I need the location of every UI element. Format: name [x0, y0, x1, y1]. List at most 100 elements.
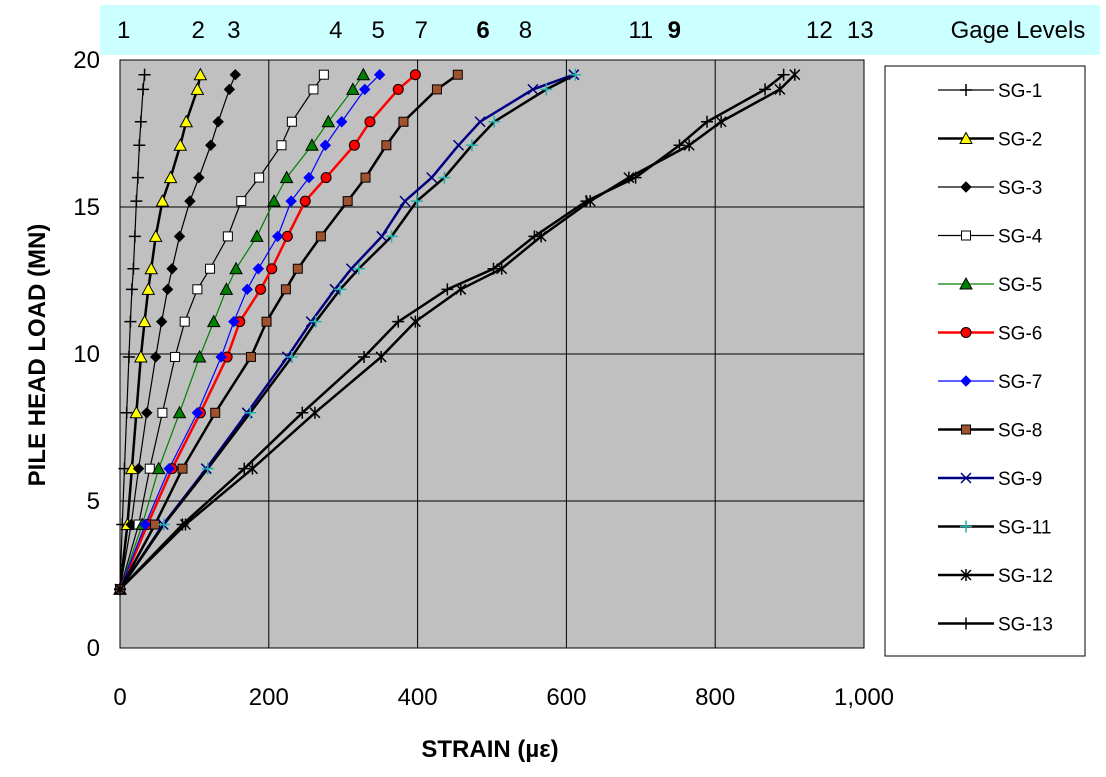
data-point-sg-5: [267, 194, 281, 207]
data-point-sg-6: [320, 172, 332, 184]
data-point-sg-4: [192, 284, 203, 295]
data-point-sg-8: [360, 172, 371, 183]
legend-box: [884, 65, 1086, 657]
data-point-sg-12: [409, 315, 421, 328]
data-point-sg-4: [286, 116, 297, 127]
gage-level-label: 1: [117, 17, 130, 44]
data-point-sg-5: [206, 314, 221, 328]
data-point-sg-2: [133, 349, 148, 363]
gage-levels-band: [100, 5, 1100, 55]
y-tick-label: 5: [87, 488, 100, 515]
y-tick-label: 0: [87, 635, 100, 662]
data-point-sg-6: [364, 116, 376, 128]
data-point-sg-3: [132, 462, 145, 475]
data-point-sg-12: [774, 83, 786, 96]
data-point-sg-11: [569, 68, 582, 81]
data-point-sg-8: [177, 463, 188, 474]
data-point-sg-12: [496, 262, 508, 275]
data-point-sg-8: [431, 84, 442, 95]
data-point-sg-2: [173, 138, 188, 151]
x-tick-label: 0: [113, 684, 126, 711]
data-point-sg-3: [150, 351, 162, 363]
data-point-sg-3: [223, 83, 236, 96]
gage-level-label: 11: [628, 17, 653, 44]
series-markers: [113, 67, 801, 596]
data-point-sg-4: [308, 84, 319, 95]
data-point-sg-13: [701, 115, 714, 128]
data-point-sg-5: [192, 349, 207, 363]
data-point-sg-13: [114, 583, 126, 596]
x-tick-label: 200: [249, 684, 289, 711]
data-point-sg-2: [141, 282, 156, 295]
data-point-sg-11: [385, 230, 398, 243]
data-point-sg-3: [166, 263, 178, 275]
y-tick-labels: 0 5 10 15 20: [73, 47, 100, 662]
x-tick-label: 600: [546, 684, 586, 711]
data-point-sg-1: [124, 315, 137, 328]
data-point-sg-11: [438, 171, 451, 184]
x-axis-title: STRAIN (µε): [421, 736, 558, 763]
data-point-sg-4: [222, 231, 233, 242]
data-point-sg-12: [375, 350, 387, 363]
data-point-sg-5: [346, 82, 360, 95]
data-point-sg-7: [139, 518, 152, 531]
data-point-sg-2: [137, 314, 152, 328]
data-point-sg-7: [373, 68, 386, 81]
legend-marker: [959, 131, 973, 144]
data-point-sg-7: [215, 351, 227, 363]
data-point-sg-7: [252, 263, 265, 275]
data-point-sg-3: [205, 139, 217, 151]
data-point-sg-11: [285, 350, 298, 363]
data-point-sg-2: [179, 114, 194, 128]
legend-marker: [960, 375, 972, 387]
data-point-sg-12: [715, 115, 727, 128]
data-point-sg-13: [580, 195, 593, 208]
legend-label: SG-9: [998, 469, 1042, 490]
data-point-sg-8: [261, 316, 272, 327]
data-point-sg-7: [241, 283, 253, 296]
y-axis-title: PILE HEAD LOAD (MN): [24, 224, 51, 487]
data-point-sg-1: [137, 83, 150, 96]
data-point-sg-6: [392, 83, 404, 95]
gage-level-label: 3: [227, 17, 240, 44]
x-tick-label: 400: [398, 684, 438, 711]
legend-marker: [960, 84, 972, 96]
data-point-sg-1: [138, 68, 151, 81]
data-point-sg-8: [342, 196, 353, 207]
data-point-sg-9: [376, 230, 388, 242]
data-point-sg-9: [426, 172, 438, 184]
data-point-sg-8: [210, 407, 221, 418]
data-point-sg-8: [315, 231, 326, 242]
data-point-sg-8: [381, 140, 392, 151]
data-point-sg-5: [250, 229, 264, 242]
data-point-sg-13: [296, 406, 309, 419]
data-point-sg-9: [345, 263, 357, 275]
legend-marker: [960, 520, 972, 533]
data-point-sg-5: [172, 405, 187, 419]
gage-level-label: 7: [415, 17, 428, 44]
grid: [120, 60, 864, 648]
legend-label: SG-3: [998, 178, 1042, 199]
data-point-sg-3: [184, 195, 196, 207]
data-point-sg-7: [303, 171, 315, 184]
data-point-sg-12: [309, 406, 321, 419]
data-point-sg-2: [193, 67, 208, 81]
data-point-sg-7: [191, 407, 204, 419]
data-point-sg-11: [488, 115, 501, 128]
data-point-sg-4: [254, 172, 265, 183]
data-point-sg-7: [272, 230, 284, 243]
data-point-sg-6: [281, 230, 293, 242]
data-point-sg-6: [348, 139, 360, 151]
data-point-sg-4: [205, 263, 216, 274]
data-point-sg-5: [151, 461, 166, 475]
legend-label: SG-11: [998, 518, 1052, 539]
data-point-sg-12: [683, 139, 695, 152]
legend-marker: [960, 181, 972, 193]
data-point-sg-7: [228, 315, 240, 328]
legend-marker: [960, 472, 972, 484]
data-point-sg-1: [125, 283, 138, 296]
gage-labels: 1 2 3 4 5 7 6 8 11 9 12 13 Gage Levels: [117, 17, 1085, 44]
legend-marker: [960, 617, 972, 630]
data-point-sg-12: [623, 171, 635, 184]
data-point-sg-12: [789, 68, 801, 81]
